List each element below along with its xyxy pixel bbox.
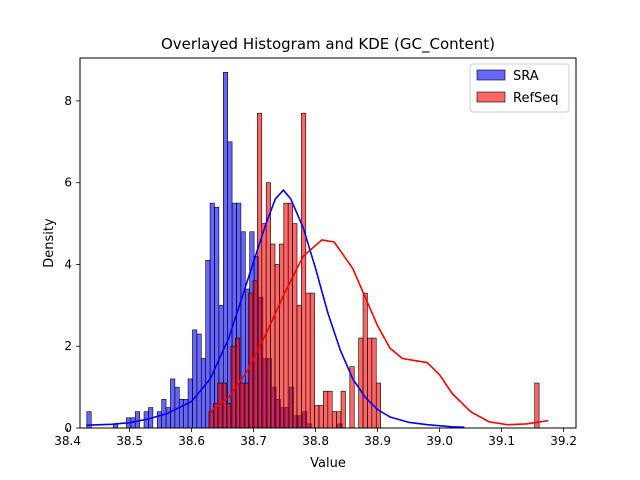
bar-refseq xyxy=(318,405,324,429)
x-tick-label: 39.1 xyxy=(488,434,515,448)
bar-refseq xyxy=(261,223,267,429)
bar-refseq xyxy=(274,264,280,429)
bar-refseq xyxy=(243,382,249,429)
y-tick-label: 2 xyxy=(64,339,72,353)
y-tick-label: 8 xyxy=(64,94,72,108)
bar-refseq xyxy=(230,345,236,429)
bar-refseq xyxy=(340,390,346,429)
y-tick-label: 4 xyxy=(64,257,72,271)
bar-sra xyxy=(192,329,198,429)
bar-refseq xyxy=(287,202,293,429)
bar-sra xyxy=(178,399,184,429)
legend: SRA RefSeq xyxy=(469,63,570,113)
bar-sra xyxy=(222,72,228,429)
kde-layer xyxy=(86,189,549,428)
bar-refseq xyxy=(358,337,364,429)
bar-refseq xyxy=(371,337,377,429)
bar-refseq xyxy=(367,337,373,429)
bar-refseq xyxy=(226,403,232,429)
y-axis: 0 2 4 6 8 xyxy=(64,94,80,435)
bar-refseq xyxy=(301,112,307,429)
bar-refseq xyxy=(362,292,368,429)
bar-sra xyxy=(170,378,176,429)
bar-refseq xyxy=(336,411,342,429)
x-tick-label: 38.9 xyxy=(364,434,391,448)
bar-refseq xyxy=(327,390,333,429)
x-axis: 38.4 38.5 38.6 38.7 38.8 38.9 39.0 39.1 39.2 xyxy=(54,428,577,448)
bar-sra xyxy=(205,260,211,429)
bar-refseq xyxy=(221,382,227,429)
x-tick-label: 38.6 xyxy=(178,434,205,448)
bar-refseq xyxy=(292,223,298,429)
bar-sra xyxy=(165,407,171,429)
plot-frame xyxy=(79,57,577,429)
bar-sra xyxy=(196,333,202,429)
bar-refseq xyxy=(270,243,276,429)
legend-swatch-refseq xyxy=(476,91,506,103)
bar-refseq xyxy=(239,382,245,429)
kde-line-refseq xyxy=(209,239,549,426)
x-tick-label: 38.5 xyxy=(116,434,143,448)
x-tick-label: 39.0 xyxy=(426,434,453,448)
chart-title: Overlayed Histogram and KDE (GC_Content) xyxy=(161,35,495,54)
bar-refseq xyxy=(305,292,311,429)
bar-refseq xyxy=(296,305,302,429)
bar-refseq xyxy=(279,243,285,429)
bar-sra xyxy=(134,411,140,429)
x-tick-label: 38.8 xyxy=(302,434,329,448)
bar-refseq xyxy=(314,405,320,429)
bar-refseq xyxy=(331,411,337,429)
x-axis-label: Value xyxy=(310,456,346,471)
y-axis-label: Density xyxy=(42,218,57,268)
bar-refseq xyxy=(375,382,381,429)
bar-refseq xyxy=(323,390,329,429)
bar-refseq xyxy=(257,112,263,429)
bar-refseq xyxy=(208,411,214,429)
legend-label-sra: SRA xyxy=(513,69,539,84)
bar-sra xyxy=(200,358,206,429)
x-tick-label: 39.2 xyxy=(550,434,577,448)
kde-line-sra xyxy=(86,189,465,428)
bar-refseq xyxy=(283,202,289,429)
y-tick-label: 6 xyxy=(64,176,72,190)
bar-refseq xyxy=(534,382,540,429)
x-tick-label: 38.7 xyxy=(240,434,267,448)
bar-refseq xyxy=(309,292,315,429)
legend-swatch-sra xyxy=(476,69,506,81)
legend-label-refseq: RefSeq xyxy=(513,91,559,106)
bar-sra xyxy=(209,202,215,429)
x-tick-label: 38.4 xyxy=(54,434,81,448)
y-tick-label: 0 xyxy=(64,421,72,435)
bar-sra xyxy=(156,411,162,429)
